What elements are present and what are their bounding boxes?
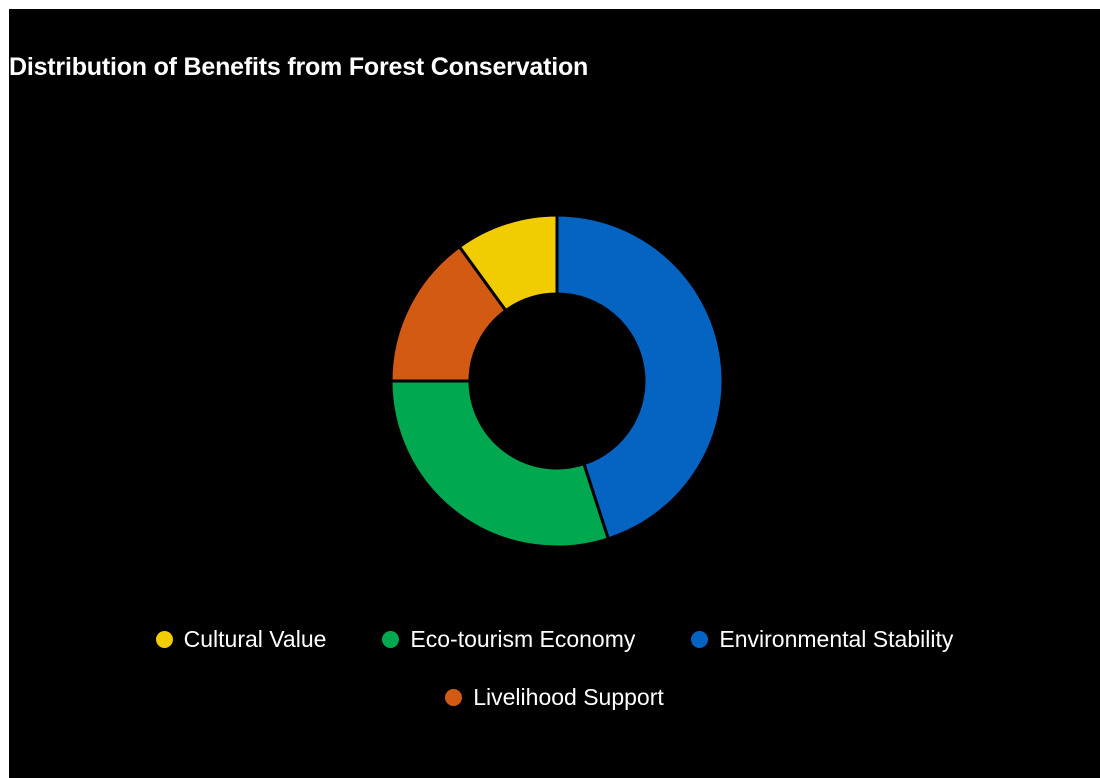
donut-slice-eco-tourism-economy[interactable] bbox=[389, 379, 610, 549]
legend-row-1: Cultural Value Eco-tourism Economy Envir… bbox=[9, 626, 1100, 653]
legend-item-livelihood-support[interactable]: Livelihood Support bbox=[445, 684, 664, 711]
donut-slice-cultural-value[interactable] bbox=[457, 213, 559, 313]
legend-swatch-livelihood-support bbox=[445, 689, 463, 706]
legend-item-environmental-stability[interactable]: Environmental Stability bbox=[691, 626, 953, 653]
legend-label-livelihood-support: Livelihood Support bbox=[473, 684, 664, 710]
donut-slice-environmental-stability[interactable] bbox=[555, 213, 725, 541]
legend-swatch-eco-tourism-economy bbox=[382, 631, 400, 648]
legend-swatch-environmental-stability bbox=[691, 631, 709, 648]
legend-row-2: Livelihood Support bbox=[9, 684, 1100, 711]
legend-item-cultural-value[interactable]: Cultural Value bbox=[155, 626, 327, 653]
legend-label-eco-tourism-economy: Eco-tourism Economy bbox=[410, 626, 636, 652]
legend-label-environmental-stability: Environmental Stability bbox=[719, 626, 954, 652]
donut-chart bbox=[389, 213, 725, 549]
donut-slices bbox=[389, 213, 725, 549]
chart-area: Distribution of Benefits from Forest Con… bbox=[9, 9, 1100, 778]
chart-title: Distribution of Benefits from Forest Con… bbox=[9, 53, 589, 81]
legend-swatch-cultural-value bbox=[155, 631, 173, 648]
legend-label-cultural-value: Cultural Value bbox=[183, 626, 327, 652]
legend-item-eco-tourism-economy[interactable]: Eco-tourism Economy bbox=[382, 626, 635, 653]
